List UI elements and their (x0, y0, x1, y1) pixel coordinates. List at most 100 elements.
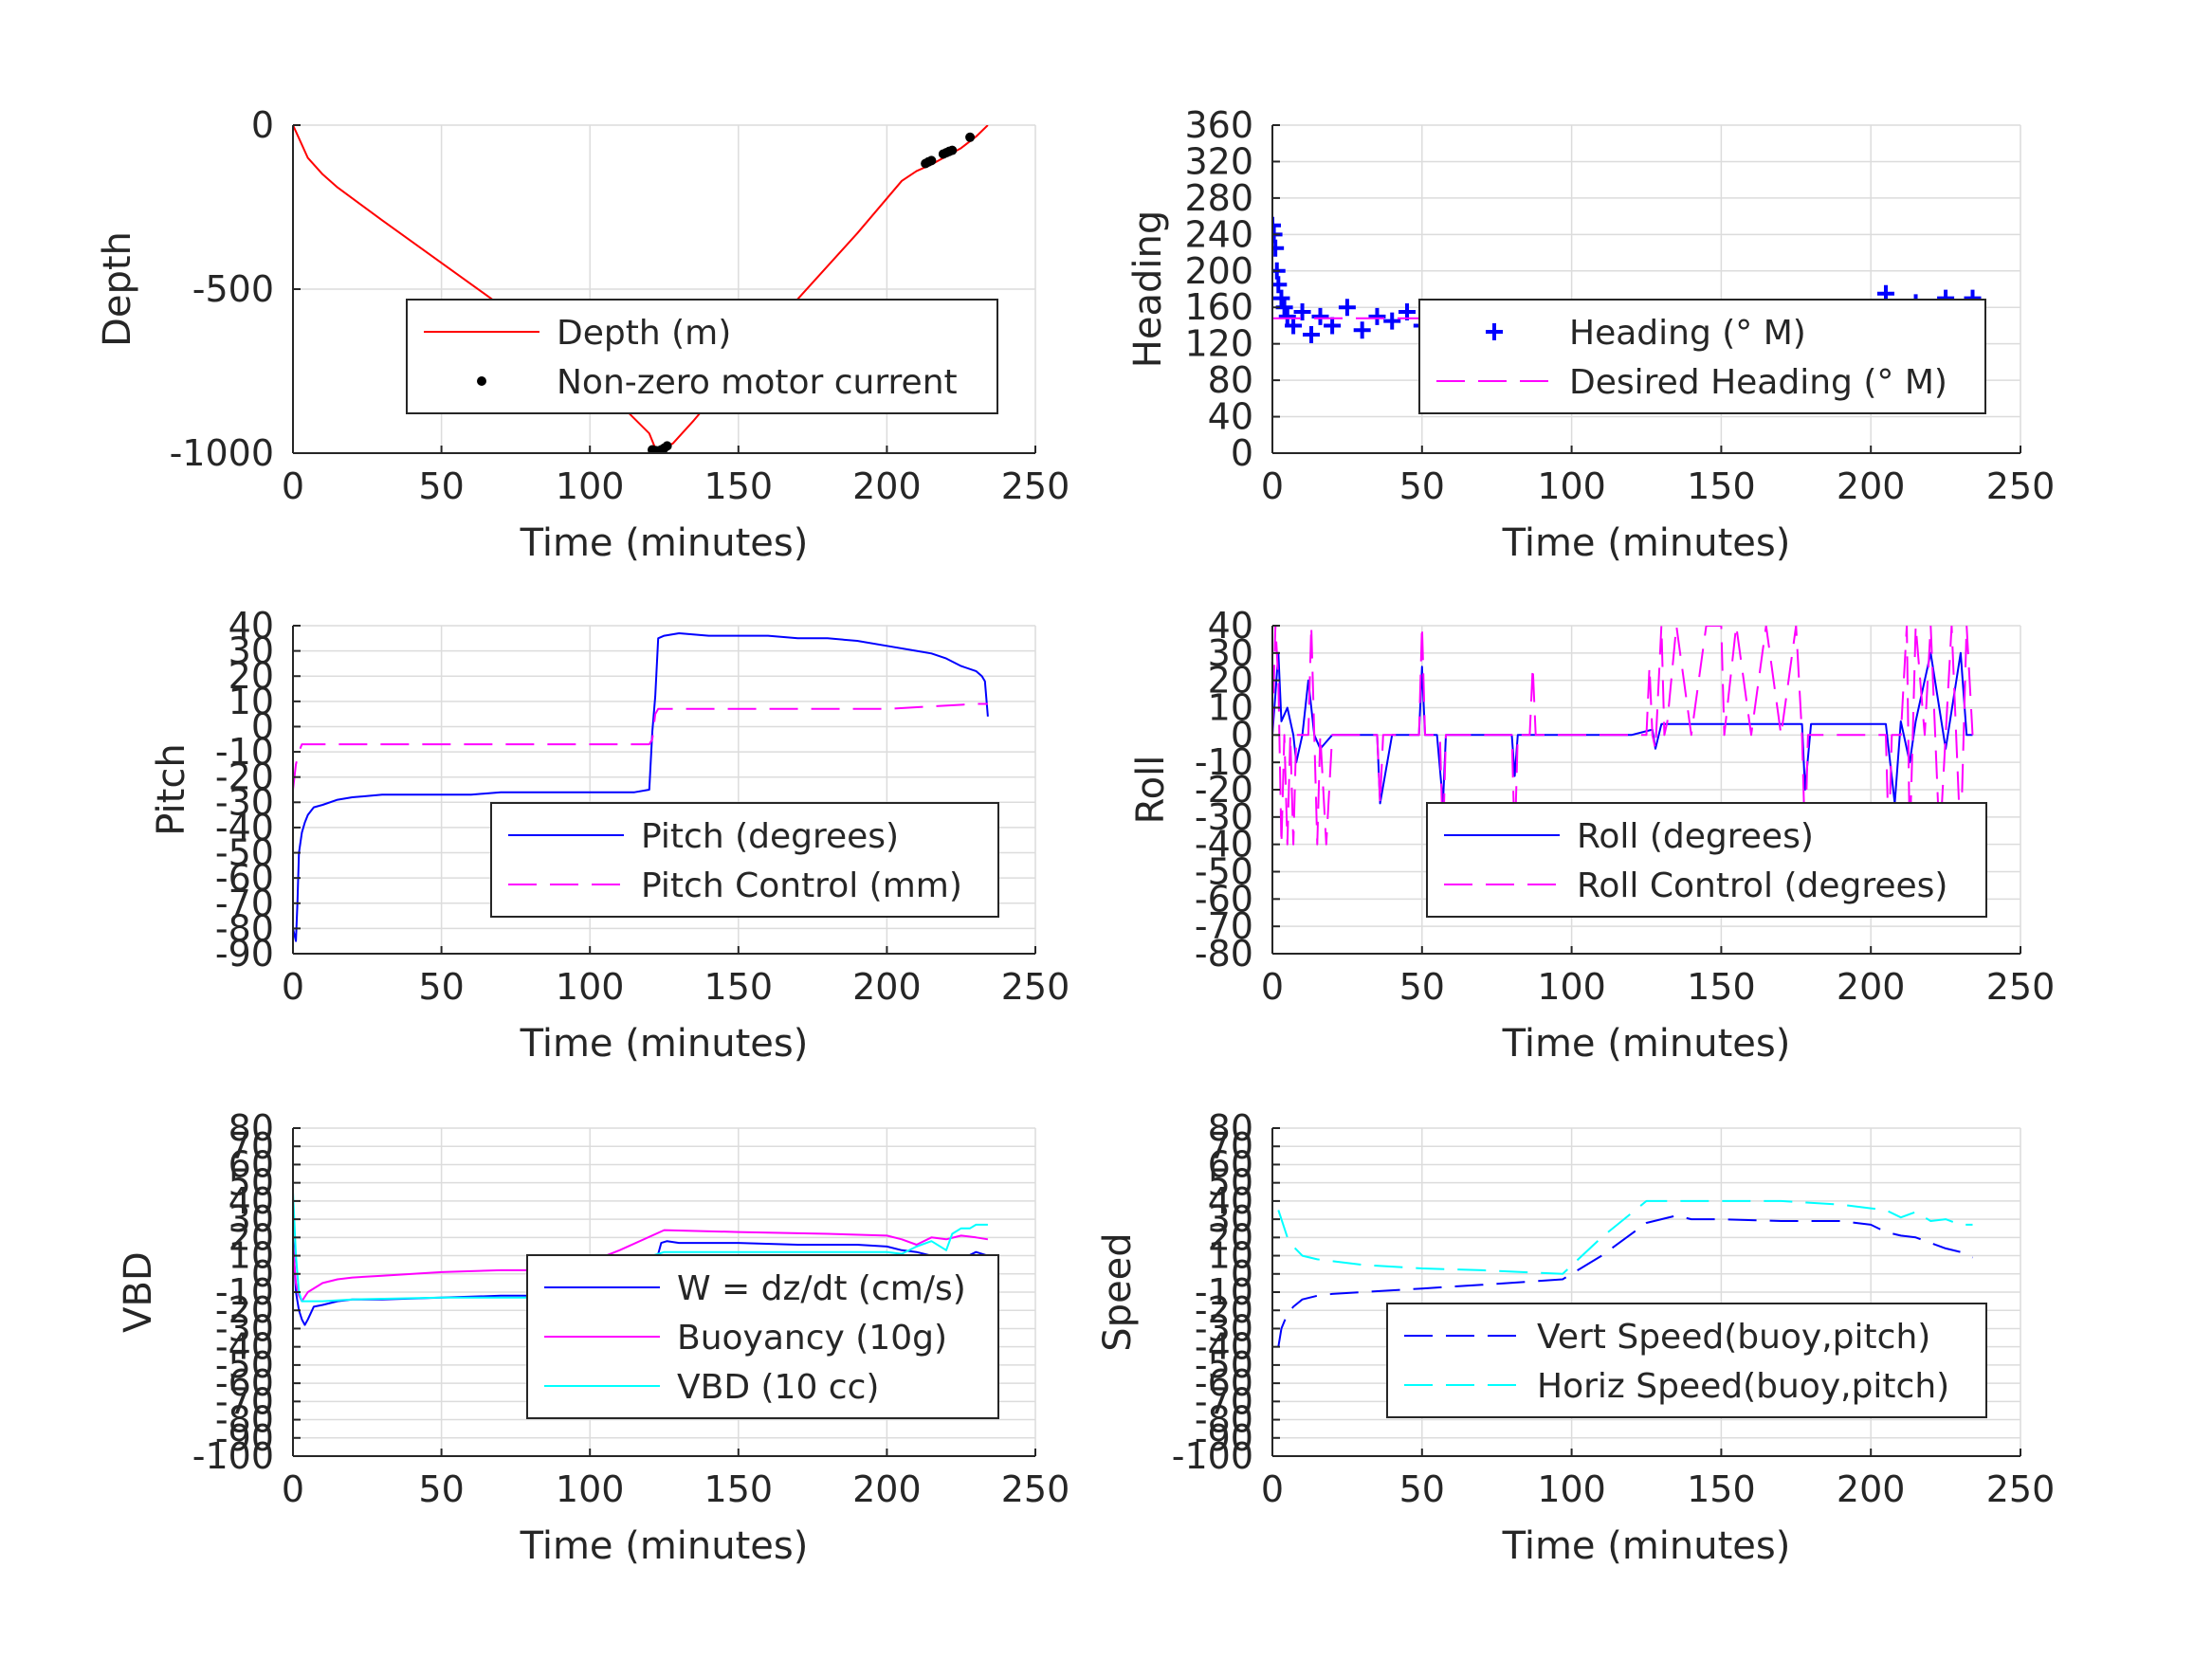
x-axis-label: Time (minutes) (1502, 521, 1791, 565)
x-tick-label: 100 (556, 1468, 625, 1510)
y-tick-label: -40 (215, 807, 274, 848)
y-tick-label: -20 (1195, 1289, 1253, 1331)
y-tick-label: -30 (215, 1307, 274, 1349)
legend: W = dz/dt (cm/s) Buoyancy (10g) VBD (10 cc… (526, 1254, 999, 1419)
x-tick-label: 50 (418, 966, 464, 1008)
legend-box (1418, 299, 1986, 414)
y-tick-label: -20 (1195, 769, 1253, 811)
y-tick-label: -40 (1195, 1326, 1253, 1368)
legend-label: W = dz/dt (cm/s) (677, 1269, 966, 1308)
y-tick-label: 30 (1208, 1198, 1253, 1240)
x-tick-label: 200 (852, 1468, 922, 1510)
legend-label: Buoyancy (10g) (677, 1319, 947, 1358)
y-axis-label: Heading (1126, 210, 1170, 368)
chart-1: 0 50 100 150 200 250 -1000 -500 0 Time (minutes) D… (96, 104, 1069, 565)
series-1-2-point (926, 155, 937, 166)
y-tick-label: -70 (1195, 1380, 1253, 1422)
y-tick-label: -60 (1195, 1362, 1253, 1404)
y-tick-label: -10 (215, 731, 274, 773)
x-tick-label: 250 (1986, 1468, 2056, 1510)
legend: Depth (m) Non-zero motor current (406, 299, 998, 414)
chart-3: 0 50 100 150 200 250-90-80-70-60-50-40-30-20-… (150, 605, 1069, 1066)
series-group (1272, 626, 1974, 846)
x-tick-label: 100 (1537, 1468, 1606, 1510)
series-group (1277, 1199, 1973, 1347)
x-axis-label: Time (minutes) (1502, 1022, 1791, 1066)
y-tick-label: 40 (1208, 605, 1253, 647)
y-tick-label: -50 (215, 1344, 274, 1386)
y-tick-label: -90 (215, 933, 274, 975)
legend-box (1386, 1303, 1987, 1418)
series-5-3-line (293, 1192, 988, 1303)
x-tick-label: 250 (1986, 966, 2056, 1008)
y-tick-label: -80 (1195, 1399, 1253, 1441)
x-tick-label: 0 (1261, 1468, 1284, 1510)
y-tick-label: -80 (1195, 933, 1253, 975)
y-tick-label: 40 (229, 1180, 274, 1222)
legend-label: Depth (m) (557, 314, 731, 353)
y-tick-label: 60 (1208, 1143, 1253, 1185)
x-tick-label: 200 (1837, 1468, 1906, 1510)
legend-box (490, 802, 999, 918)
y-tick-label: 0 (1231, 714, 1253, 756)
y-tick-label: -20 (215, 1289, 274, 1331)
legend-label: Vert Speed(buoy,pitch) (1537, 1318, 1930, 1357)
series-1-2-point (662, 441, 672, 451)
y-axis-label: Roll (1129, 756, 1173, 825)
x-tick-label: 150 (1687, 966, 1756, 1008)
y-tick-label: 0 (251, 705, 274, 747)
series-6-2-line (1277, 1199, 1973, 1275)
y-tick-label: 10 (229, 1235, 274, 1277)
y-tick-label: 70 (1208, 1125, 1253, 1167)
chart-6: 0 50 100 150 200 250-100-90-80-70-60-50-40-30… (1096, 1107, 2055, 1568)
y-tick-label: 160 (1184, 286, 1253, 328)
series-4-2-line (1272, 626, 1974, 846)
y-tick-label: -50 (1195, 851, 1253, 893)
y-tick-label: -10 (1195, 741, 1253, 783)
legend-marker (477, 376, 486, 386)
y-tick-label: 20 (229, 655, 274, 697)
x-tick-label: 250 (1001, 465, 1070, 507)
y-axis-label: Depth (96, 231, 139, 347)
y-tick-label: -70 (215, 1380, 274, 1422)
x-tick-label: 150 (1687, 465, 1756, 507)
legend-label: Horiz Speed(buoy,pitch) (1537, 1367, 1949, 1406)
x-tick-label: 100 (556, 465, 625, 507)
series-6-1-line (1277, 1214, 1973, 1347)
y-tick-label: -10 (1195, 1271, 1253, 1313)
y-tick-label: -60 (1195, 878, 1253, 920)
x-tick-label: 200 (1837, 465, 1906, 507)
legend-label: Non-zero motor current (557, 363, 958, 402)
y-tick-label: -100 (1172, 1435, 1253, 1477)
x-tick-label: 200 (1837, 966, 1906, 1008)
y-tick-label: -90 (215, 1417, 274, 1459)
y-axis-label: VBD (117, 1251, 160, 1333)
y-tick-label: 200 (1184, 250, 1253, 292)
y-tick-label: 40 (1208, 1180, 1253, 1222)
x-tick-label: 100 (556, 966, 625, 1008)
legend-label: Pitch Control (mm) (641, 866, 962, 905)
x-tick-label: 50 (1399, 966, 1445, 1008)
y-tick-label: 30 (229, 630, 274, 672)
y-tick-label: -60 (215, 857, 274, 899)
y-tick-label: 30 (1208, 632, 1253, 674)
x-tick-label: 150 (704, 1468, 774, 1510)
x-tick-label: 200 (852, 966, 922, 1008)
y-tick-label: -60 (215, 1362, 274, 1404)
y-tick-label: 40 (1208, 396, 1253, 438)
y-tick-label: 280 (1184, 177, 1253, 219)
y-tick-label: -500 (192, 268, 274, 310)
chart-2: 0 50 100 150 200 2500408012016020024028032036… (1126, 104, 2055, 565)
y-tick-label: -1000 (170, 432, 274, 474)
y-tick-label: 20 (229, 1216, 274, 1258)
y-tick-label: 80 (1208, 1107, 1253, 1149)
y-tick-label: -90 (1195, 1417, 1253, 1459)
x-tick-label: 50 (418, 1468, 464, 1510)
y-tick-label: 80 (1208, 359, 1253, 401)
y-tick-label: -30 (215, 781, 274, 823)
series-3-1-line (293, 632, 989, 942)
series-1-2-point (947, 145, 958, 155)
x-tick-label: 50 (1399, 465, 1445, 507)
chart-4: 0 50 100 150 200 250-80-70-60-50-40-30-20-100… (1129, 605, 2055, 1066)
x-tick-label: 50 (1399, 1468, 1445, 1510)
